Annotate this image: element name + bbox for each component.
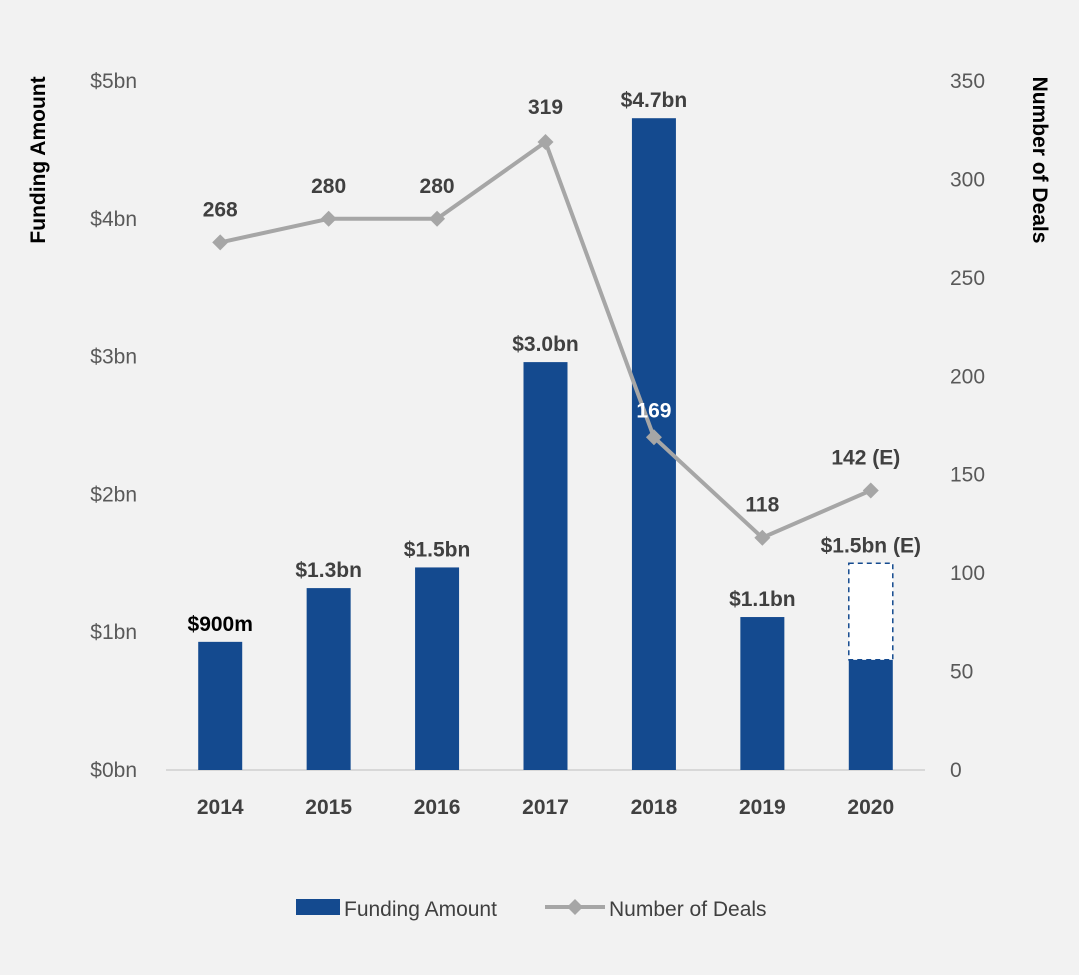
deals-marker [537,134,554,151]
y-right-tick-label: 250 [950,267,985,290]
line-data-label: 169 [636,399,671,422]
y-right-tick-label: 0 [950,759,962,782]
y-right-tick-label: 100 [950,562,985,585]
legend-label-funding: Funding Amount [344,898,497,921]
x-tick-label: 2018 [631,796,678,819]
y-right-tick-label: 50 [950,661,973,684]
line-data-label: 280 [311,175,346,198]
bar [198,641,243,770]
bar-data-label: $3.0bn [512,333,579,356]
y-right-axis-title: Number of Deals [1028,77,1051,244]
bar-estimate-outline [848,562,894,661]
y-left-tick-label: $2bn [90,483,137,506]
bar-data-label: $900m [188,613,253,636]
legend-marker-deals [567,899,583,915]
x-tick-label: 2015 [305,796,352,819]
bar [848,659,893,770]
legend-label-deals: Number of Deals [609,898,767,921]
y-left-axis-title: Funding Amount [27,76,50,243]
bar [523,362,568,770]
y-left-tick-label: $3bn [90,346,137,369]
y-right-tick-label: 200 [950,365,985,388]
deals-marker [754,529,771,546]
line-data-label: 142 (E) [831,446,900,469]
y-right-tick-label: 150 [950,464,985,487]
bar-data-label: $4.7bn [621,89,688,112]
y-left-tick-label: $0bn [90,759,137,782]
bar-data-label: $1.3bn [295,559,362,582]
y-right-tick-label: 300 [950,168,985,191]
y-right-tick-label: 350 [950,70,985,93]
deals-marker [645,429,662,446]
x-tick-label: 2017 [522,796,569,819]
deals-marker [320,210,337,227]
bar-data-label: $1.1bn [729,588,796,611]
deals-marker [429,210,446,227]
x-tick-label: 2019 [739,796,786,819]
bar-data-label: $1.5bn [404,538,471,561]
x-tick-label: 2014 [197,796,244,819]
bar-data-label: $1.5bn (E) [821,534,921,557]
y-left-tick-label: $1bn [90,621,137,644]
x-tick-label: 2016 [414,796,461,819]
bar [415,567,460,770]
line-data-label: 280 [420,175,455,198]
line-data-label: 118 [745,494,779,517]
bar [740,617,785,770]
line-data-label: 268 [203,198,238,221]
bar [306,588,351,770]
line-data-label: 319 [528,96,563,119]
y-left-tick-label: $4bn [90,208,137,231]
deals-marker [862,482,879,499]
legend-swatch-funding [296,899,340,915]
y-left-tick-label: $5bn [90,70,137,93]
deals-marker [212,234,229,251]
x-tick-label: 2020 [847,796,894,819]
